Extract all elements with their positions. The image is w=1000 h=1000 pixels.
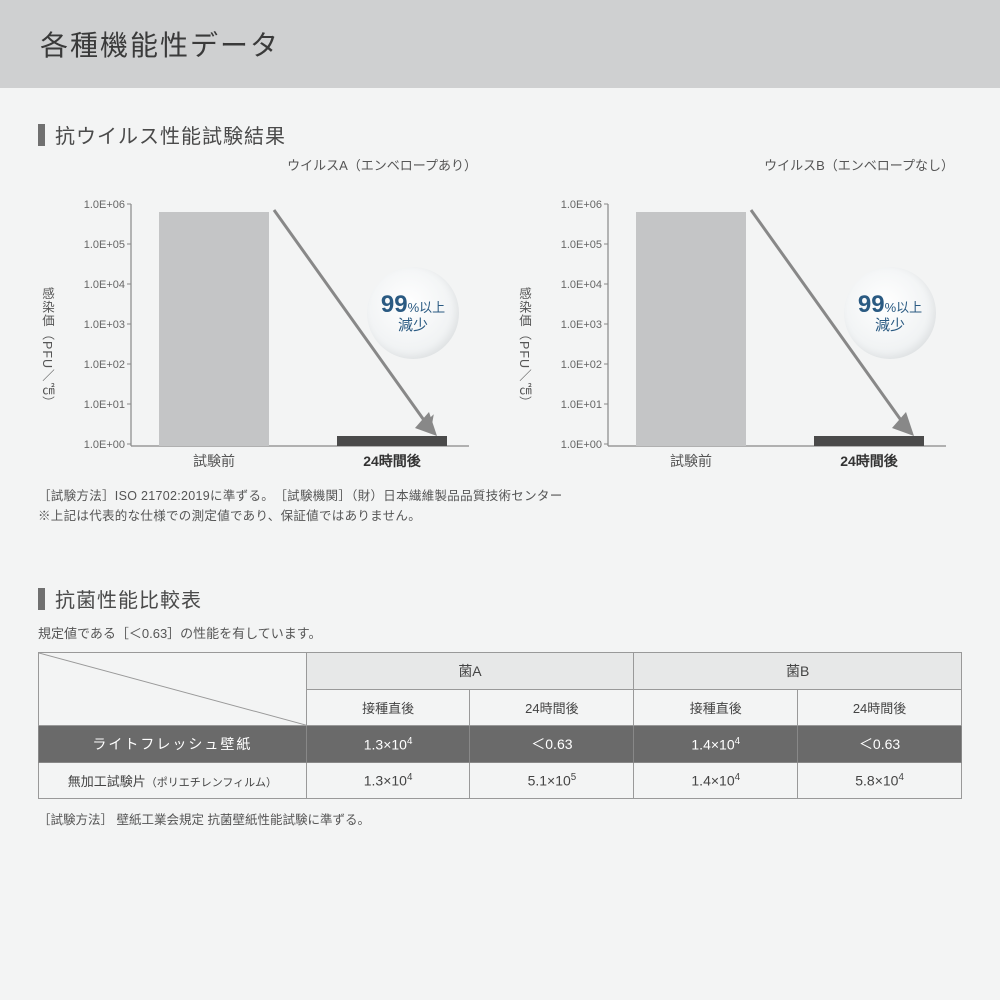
svg-text:1.0E+00: 1.0E+00 xyxy=(84,439,125,451)
chart-a-badge: 99%以上 減少 xyxy=(367,267,459,359)
section1-header: 抗ウイルス性能試験結果 xyxy=(38,120,962,149)
section2: 抗菌性能比較表 規定値である［＜0.63］の性能を有しています。 菌A 菌B 接… xyxy=(38,584,962,828)
svg-text:1.0E+06: 1.0E+06 xyxy=(561,199,602,211)
chart-b: ウイルスB（エンベロープなし） 感染価（PFU／㎠） 1.0E+06 1.0E+… xyxy=(515,155,962,478)
table-corner xyxy=(39,653,307,726)
svg-text:試験前: 試験前 xyxy=(193,453,235,469)
svg-text:1.0E+04: 1.0E+04 xyxy=(561,279,602,291)
svg-text:1.0E+03: 1.0E+03 xyxy=(84,319,125,331)
section2-subnote: 規定値である［＜0.63］の性能を有しています。 xyxy=(38,623,962,642)
content: 抗ウイルス性能試験結果 ウイルスA（エンベロープあり） 感染価（PFU／㎠） 1… xyxy=(0,88,1000,828)
charts-row: ウイルスA（エンベロープあり） 感染価（PFU／㎠） 1.0E+06 1.0E+… xyxy=(38,155,962,478)
section1-title: 抗ウイルス性能試験結果 xyxy=(55,120,286,149)
chart-a-subtitle: ウイルスA（エンベロープあり） xyxy=(38,155,485,174)
subheader: 24時間後 xyxy=(798,690,962,726)
cell: 1.3×104 xyxy=(306,726,470,763)
cell: ＜0.63 xyxy=(798,726,962,763)
svg-text:1.0E+02: 1.0E+02 xyxy=(84,359,125,371)
table-row: 無加工試験片（ポリエチレンフィルム） 1.3×104 5.1×105 1.4×1… xyxy=(39,763,962,799)
row-label: 無加工試験片（ポリエチレンフィルム） xyxy=(39,763,307,799)
svg-text:試験前: 試験前 xyxy=(670,453,712,469)
chart-a: ウイルスA（エンベロープあり） 感染価（PFU／㎠） 1.0E+06 1.0E+… xyxy=(38,155,485,478)
cell: 5.8×104 xyxy=(798,763,962,799)
page-title: 各種機能性データ xyxy=(40,30,280,61)
svg-text:1.0E+01: 1.0E+01 xyxy=(561,399,602,411)
chart-b-badge: 99%以上 減少 xyxy=(844,267,936,359)
svg-text:1.0E+05: 1.0E+05 xyxy=(561,239,602,251)
badge-big: 99 xyxy=(381,291,408,318)
section2-header: 抗菌性能比較表 xyxy=(38,584,962,613)
cell: 5.1×105 xyxy=(470,763,634,799)
group-header-a: 菌A xyxy=(306,653,634,690)
cell: ＜0.63 xyxy=(470,726,634,763)
svg-text:24時間後: 24時間後 xyxy=(363,453,422,469)
row-label-small: （ポリエチレンフィルム） xyxy=(146,777,277,789)
svg-text:1.0E+00: 1.0E+00 xyxy=(561,439,602,451)
section-bar-icon xyxy=(38,124,45,146)
note1: ［試験方法］ISO 21702:2019に準ずる。 ［試験機関］（財）日本繊維製… xyxy=(38,486,962,506)
cell: 1.4×104 xyxy=(634,726,798,763)
badge-pct: %以上 xyxy=(408,300,446,315)
table-note: ［試験方法］ 壁紙工業会規定 抗菌壁紙性能試験に準ずる。 xyxy=(38,809,962,828)
svg-text:1.0E+05: 1.0E+05 xyxy=(84,239,125,251)
row-label-main: 無加工試験片 xyxy=(68,774,146,789)
svg-text:1.0E+04: 1.0E+04 xyxy=(84,279,125,291)
cell: 1.3×104 xyxy=(306,763,470,799)
chart-b-ylabel: 感染価（PFU／㎠） xyxy=(515,178,536,478)
svg-text:1.0E+03: 1.0E+03 xyxy=(561,319,602,331)
badge-line2: 減少 xyxy=(875,318,905,335)
comparison-table: 菌A 菌B 接種直後 24時間後 接種直後 24時間後 ライトフレッシュ壁紙 1… xyxy=(38,652,962,799)
badge-pct: %以上 xyxy=(885,300,923,315)
subheader: 接種直後 xyxy=(634,690,798,726)
badge-line2: 減少 xyxy=(398,318,428,335)
svg-text:1.0E+06: 1.0E+06 xyxy=(84,199,125,211)
chart-a-ylabel: 感染価（PFU／㎠） xyxy=(38,178,59,478)
subheader: 24時間後 xyxy=(470,690,634,726)
page-title-bar: 各種機能性データ xyxy=(0,0,1000,88)
chart-b-subtitle: ウイルスB（エンベロープなし） xyxy=(515,155,962,174)
group-header-b: 菌B xyxy=(634,653,962,690)
section-bar-icon xyxy=(38,588,45,610)
svg-text:1.0E+02: 1.0E+02 xyxy=(561,359,602,371)
cell: 1.4×104 xyxy=(634,763,798,799)
svg-text:1.0E+01: 1.0E+01 xyxy=(84,399,125,411)
note2: ※上記は代表的な仕様での測定値であり、保証値ではありません。 xyxy=(38,506,962,526)
table-row-highlight: ライトフレッシュ壁紙 1.3×104 ＜0.63 1.4×104 ＜0.63 xyxy=(39,726,962,763)
badge-big: 99 xyxy=(858,291,885,318)
row-label: ライトフレッシュ壁紙 xyxy=(39,726,307,763)
section2-title: 抗菌性能比較表 xyxy=(55,584,202,613)
section1-notes: ［試験方法］ISO 21702:2019に準ずる。 ［試験機関］（財）日本繊維製… xyxy=(38,486,962,526)
svg-text:24時間後: 24時間後 xyxy=(840,453,899,469)
subheader: 接種直後 xyxy=(306,690,470,726)
